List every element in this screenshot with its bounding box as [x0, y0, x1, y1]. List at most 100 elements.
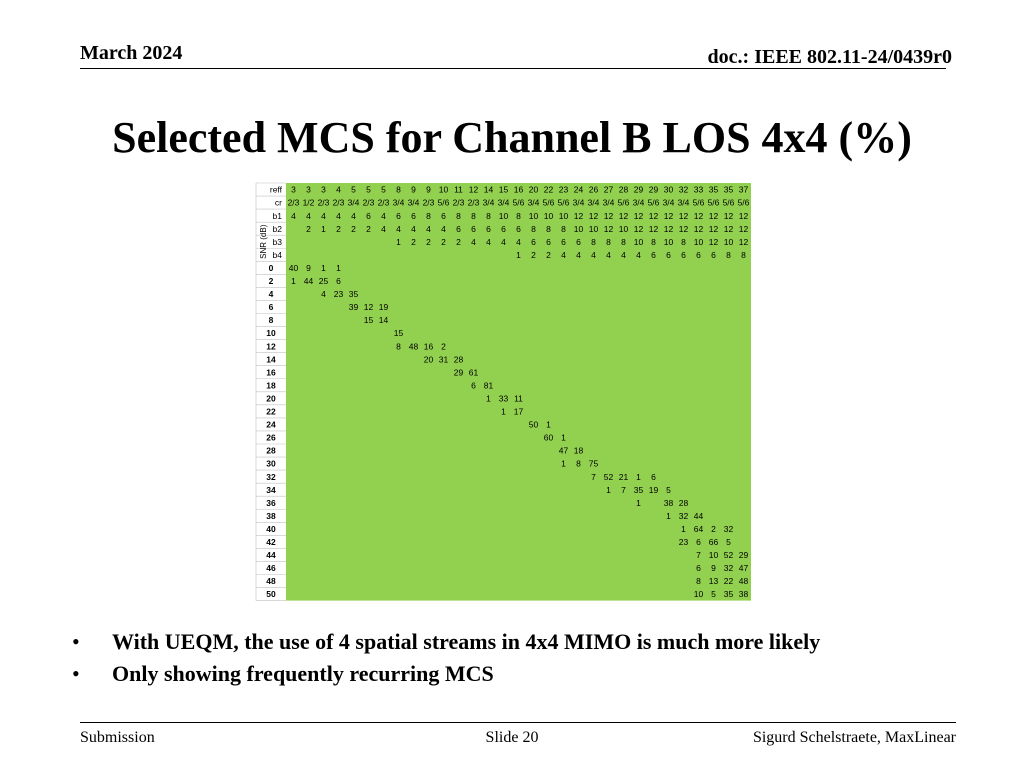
data-cell: 1: [636, 498, 641, 508]
header-cell: 5/6: [438, 198, 450, 208]
header-cell: 5: [366, 185, 371, 195]
bullet-text: With UEQM, the use of 4 spatial streams …: [112, 629, 821, 654]
header-cell: 6: [441, 211, 446, 221]
data-cell: 1: [546, 420, 551, 430]
header-cell: 5/6: [618, 198, 630, 208]
data-cell: 5: [666, 485, 671, 495]
header-cell: 12: [589, 211, 599, 221]
header-cell: 4: [636, 250, 641, 260]
header-cell: 2: [456, 237, 461, 247]
header-cell: 6: [456, 224, 461, 234]
data-cell: 28: [679, 498, 689, 508]
data-cell: 4: [321, 289, 326, 299]
data-cell: 20: [424, 354, 434, 364]
header-cell: 4: [426, 224, 431, 234]
bullet-dot: •: [72, 661, 80, 686]
slide-title: Selected MCS for Channel B LOS 4x4 (%): [112, 113, 912, 162]
header-cell: 8: [681, 237, 686, 247]
data-cell: 2: [441, 341, 446, 351]
snr-value-label: 18: [266, 380, 276, 390]
bullet-item: • Only showing frequently recurring MCS: [70, 658, 820, 690]
data-cell: 1: [606, 485, 611, 495]
header-cell: 2: [531, 250, 536, 260]
bullet-list: • With UEQM, the use of 4 spatial streams…: [70, 626, 820, 690]
data-cell: 22: [724, 576, 734, 586]
header-cell: 12: [709, 237, 719, 247]
snr-value-label: 36: [266, 498, 276, 508]
header-cell: 8: [741, 250, 746, 260]
data-cell: 48: [409, 341, 419, 351]
data-cell: 39: [349, 302, 359, 312]
data-cell: 19: [379, 302, 389, 312]
header-cell: 11: [454, 185, 463, 195]
data-cell: 6: [471, 380, 476, 390]
header-cell: 8: [651, 237, 656, 247]
header-cell: 12: [694, 211, 704, 221]
header-cell: 2/3: [288, 198, 300, 208]
data-cell: 29: [739, 550, 749, 560]
header-row-label: cr: [275, 198, 282, 208]
snr-value-label: 38: [266, 511, 276, 521]
data-cell: 40: [289, 263, 299, 273]
snr-value-label: 2: [269, 276, 274, 286]
header-cell: 2/3: [378, 198, 390, 208]
header-cell: 2: [306, 224, 311, 234]
header-cell: 5/6: [723, 198, 735, 208]
snr-value-label: 26: [266, 433, 276, 443]
header-cell: 12: [679, 211, 689, 221]
header-cell: 32: [679, 185, 689, 195]
header-cell: 29: [634, 185, 644, 195]
data-cell: 44: [304, 276, 314, 286]
header-cell: 2/3: [363, 198, 375, 208]
header-cell: 3/4: [408, 198, 420, 208]
data-cell: 31: [439, 354, 449, 364]
data-cell: 15: [394, 328, 404, 338]
header-cell: 3/4: [678, 198, 690, 208]
snr-value-label: 14: [266, 354, 276, 364]
footer-slide-number: Slide 20: [485, 729, 539, 746]
data-cell: 75: [589, 459, 599, 469]
header-cell: 9: [426, 185, 431, 195]
header-cell: 1/2: [303, 198, 315, 208]
footer-submission: Submission: [80, 729, 155, 746]
data-cell: 8: [576, 459, 581, 469]
data-cell: 9: [711, 563, 716, 573]
header-cell: 26: [589, 185, 599, 195]
data-cell: 32: [724, 563, 734, 573]
header-cell: 8: [516, 211, 521, 221]
data-cell: 50: [529, 420, 539, 430]
header-cell: 6: [531, 237, 536, 247]
header-cell: 4: [321, 211, 326, 221]
data-cell: 47: [739, 563, 749, 573]
header-cell: 6: [696, 250, 701, 260]
header-cell: 12: [604, 224, 614, 234]
header-cell: 10: [529, 211, 539, 221]
header-cell: 3/4: [633, 198, 645, 208]
snr-value-label: 20: [266, 393, 276, 403]
data-cell: 61: [469, 367, 479, 377]
snr-value-label: 42: [266, 537, 276, 547]
header-cell: 23: [559, 185, 569, 195]
header-cell: 3/4: [498, 198, 510, 208]
snr-value-label: 50: [266, 589, 276, 599]
header-cell: 10: [634, 237, 644, 247]
header-cell: 12: [739, 224, 749, 234]
data-cell: 10: [709, 550, 719, 560]
header-cell: 12: [664, 211, 674, 221]
header-cell: 10: [589, 224, 599, 234]
data-cell: 6: [336, 276, 341, 286]
header-cell: 8: [471, 211, 476, 221]
snr-value-label: 4: [269, 289, 274, 299]
data-cell: 1: [336, 263, 341, 273]
data-cell: 25: [319, 276, 329, 286]
snr-value-label: 24: [266, 420, 276, 430]
snr-value-label: 10: [266, 328, 276, 338]
header-cell: 12: [649, 224, 659, 234]
data-cell: 29: [454, 367, 464, 377]
data-cell: 81: [484, 380, 494, 390]
header-cell: 20: [529, 185, 539, 195]
snr-value-label: 48: [266, 576, 276, 586]
data-cell: 2: [711, 524, 716, 534]
header-cell: 8: [531, 224, 536, 234]
header-cell: 6: [651, 250, 656, 260]
